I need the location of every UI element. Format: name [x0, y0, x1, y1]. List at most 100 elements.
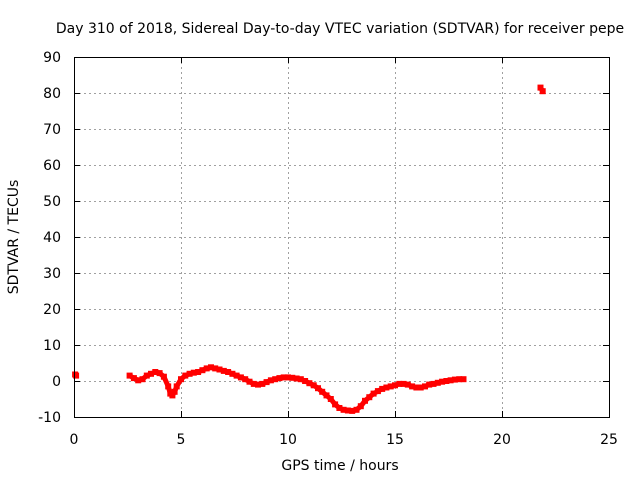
data-point — [379, 385, 386, 392]
data-point — [353, 406, 360, 413]
data-point — [460, 376, 467, 383]
data-point — [434, 379, 441, 386]
data-point — [426, 381, 433, 388]
data-point — [280, 374, 287, 381]
data-point — [439, 378, 446, 385]
data-point — [409, 383, 416, 390]
data-point — [430, 380, 437, 387]
data-point — [139, 376, 146, 383]
data-point — [195, 369, 202, 375]
x-tick-label: 10 — [279, 432, 297, 448]
data-point — [302, 378, 309, 384]
data-point — [242, 376, 249, 383]
y-tick-label: 0 — [52, 374, 61, 390]
data-point — [225, 369, 232, 375]
data-point — [319, 388, 326, 395]
data-point — [366, 394, 373, 401]
data-point — [400, 380, 407, 387]
data-point — [199, 367, 206, 374]
data-point — [340, 406, 347, 413]
data-point — [171, 388, 178, 395]
data-point — [289, 374, 296, 381]
data-point — [182, 372, 189, 379]
y-tick-label: 40 — [43, 230, 61, 246]
x-axis-label: GPS time / hours — [281, 458, 398, 474]
data-point — [310, 382, 317, 389]
tick-labels: 0 5 10 15 20 25 -10 0 10 20 30 40 50 60 70 80 90 — [38, 50, 618, 448]
data-point — [156, 370, 163, 377]
data-point — [203, 365, 210, 372]
data-point — [285, 374, 291, 381]
data-point — [451, 376, 458, 383]
data-point — [370, 390, 377, 397]
data-point — [152, 369, 159, 375]
data-point — [413, 384, 420, 391]
data-point — [443, 378, 450, 384]
data-point — [173, 383, 180, 390]
data-point — [178, 376, 184, 383]
x-tick-label: 5 — [177, 432, 186, 448]
data-point — [383, 384, 390, 391]
data-point — [272, 376, 279, 383]
x-tick-label: 15 — [386, 432, 404, 448]
y-tick-label: 20 — [43, 302, 61, 318]
data-point — [422, 383, 428, 390]
data-point — [233, 372, 240, 379]
x-tick-label: 0 — [70, 432, 79, 448]
data-point — [160, 373, 167, 380]
y-tick-label: 50 — [43, 194, 61, 210]
data-point — [539, 88, 546, 95]
data-point — [417, 384, 424, 391]
data-point — [229, 370, 236, 377]
data-point — [332, 401, 339, 408]
data-point — [169, 392, 176, 399]
y-tick-label: -10 — [38, 410, 61, 426]
data-point — [212, 365, 219, 372]
y-tick-label: 70 — [43, 122, 61, 138]
data-point — [186, 370, 193, 377]
y-tick-label: 90 — [43, 50, 61, 66]
data-point — [190, 369, 197, 376]
data-point — [293, 375, 300, 382]
data-point — [323, 392, 330, 399]
data-point — [374, 388, 381, 395]
data-point — [315, 385, 321, 392]
y-tick-label: 60 — [43, 158, 61, 174]
data-points — [72, 84, 546, 414]
data-point — [246, 378, 253, 385]
data-point — [263, 379, 270, 386]
data-point — [297, 376, 304, 383]
data-point — [456, 376, 463, 383]
data-point — [126, 372, 133, 379]
data-point — [537, 84, 544, 91]
grid-lines — [74, 57, 609, 417]
data-point — [250, 380, 257, 387]
data-point — [306, 380, 313, 387]
data-point — [267, 377, 274, 384]
data-point — [447, 377, 454, 384]
y-tick-label: 10 — [43, 338, 61, 354]
data-point — [396, 380, 403, 387]
data-point — [357, 403, 364, 410]
data-point — [336, 405, 343, 411]
data-point — [135, 377, 142, 384]
data-point — [387, 383, 394, 390]
data-point — [143, 372, 150, 379]
y-axis-label: SDTVAR / TECUs — [6, 180, 22, 295]
data-point — [392, 382, 398, 389]
data-point — [259, 380, 266, 387]
x-tick-label: 20 — [493, 432, 511, 448]
chart-title: Day 310 of 2018, Sidereal Day-to-day VTE… — [56, 21, 624, 37]
data-point — [237, 374, 244, 381]
sdtvar-trace — [72, 85, 546, 414]
data-point — [216, 366, 223, 373]
data-point — [148, 370, 154, 377]
data-point — [344, 407, 351, 414]
data-point — [276, 375, 283, 382]
data-point — [208, 364, 214, 371]
data-point — [362, 397, 368, 404]
y-tick-label: 80 — [43, 86, 61, 102]
data-point — [165, 383, 172, 390]
data-point — [327, 396, 334, 402]
